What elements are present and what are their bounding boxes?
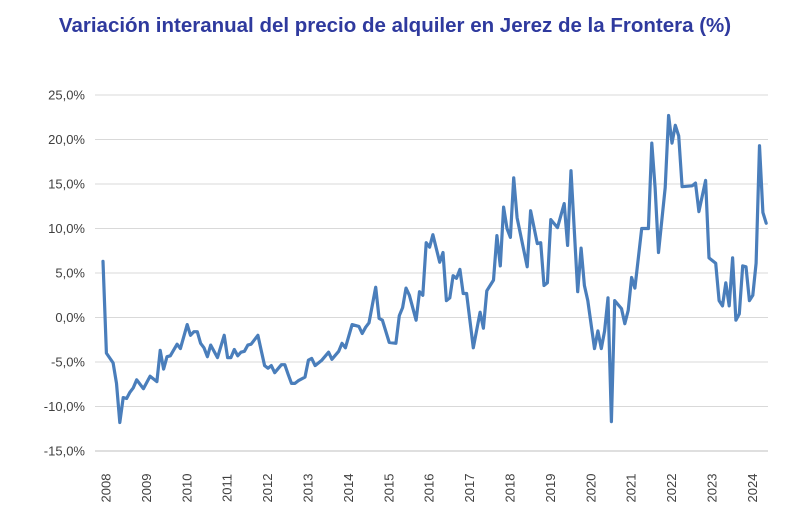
chart-title: Variación interanual del precio de alqui… xyxy=(58,14,732,37)
x-tick-label: 2014 xyxy=(341,474,356,503)
x-tick-label: 2015 xyxy=(381,474,396,503)
x-tick-label: 2020 xyxy=(583,474,598,503)
x-tick-label: 2023 xyxy=(705,474,720,503)
x-tick-label: 2011 xyxy=(220,474,235,502)
x-tick-label: 2021 xyxy=(624,474,639,503)
x-tick-label: 2024 xyxy=(745,474,760,503)
y-tick-label: 5,0% xyxy=(55,266,85,281)
x-tick-label: 2018 xyxy=(503,474,518,503)
x-tick-label: 2019 xyxy=(543,474,558,503)
y-tick-label: 15,0% xyxy=(48,177,85,192)
x-tick-label: 2008 xyxy=(99,474,114,503)
series-line xyxy=(101,113,768,425)
x-tick-label: 2010 xyxy=(179,474,194,503)
x-tick-label: 2016 xyxy=(422,474,437,503)
y-tick-label: 10,0% xyxy=(48,221,85,236)
x-tick-label: 2022 xyxy=(664,474,679,503)
y-tick-label: 0,0% xyxy=(55,310,85,325)
y-tick-label: -5,0% xyxy=(51,355,85,370)
y-tick-label: 25,0% xyxy=(48,88,85,103)
y-tick-label: -15,0% xyxy=(44,444,86,459)
x-tick-label: 2017 xyxy=(462,474,477,503)
x-tick-label: 2012 xyxy=(260,474,275,503)
y-tick-label: 20,0% xyxy=(48,132,85,147)
x-tick-label: 2009 xyxy=(139,474,154,503)
y-tick-label: -10,0% xyxy=(44,399,86,414)
x-tick-label: 2013 xyxy=(301,474,316,503)
